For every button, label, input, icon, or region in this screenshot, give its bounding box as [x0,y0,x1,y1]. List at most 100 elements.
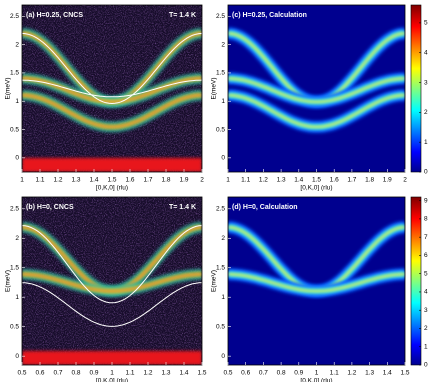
x-axis-label: [0,K,0] (rlu) [300,185,332,192]
x-tick-label: 1.1 [330,370,339,377]
y-tick-label: 0.5 [10,323,19,330]
colorbar-tick-label: 4 [424,289,428,296]
y-tick-label: 0.5 [216,323,225,330]
y-tick-label: 0.5 [10,126,19,133]
colorbar [410,196,422,366]
x-axis-label: [0,K,0] (rlu) [96,378,128,382]
y-tick-label: 0.5 [216,126,225,133]
colorbar-tick-label: 2 [424,109,428,116]
colorbar [410,4,422,173]
x-axis-label: [0,K,0] (rlu) [300,378,332,382]
x-tick-label: 1.3 [161,370,170,377]
x-tick-label: 1.3 [277,177,286,184]
colorbar-tick-label: 1 [424,139,428,146]
panel-title: (b) H=0, CNCS [26,204,74,211]
x-tick-label: 0.5 [223,370,232,377]
y-tick-label: 1 [221,98,225,105]
elastic-line [22,158,202,172]
x-tick-label: 1.4 [179,370,188,377]
colorbar-tick-label: 5 [424,270,428,277]
x-tick-label: 1 [110,370,114,377]
colorbar-tick-label: 2 [424,325,428,332]
x-tick-label: 1.2 [143,370,152,377]
y-axis-label: E(meV) [211,77,218,99]
colorbar-tick-label: 0 [424,169,428,176]
x-tick-label: 1.9 [179,177,188,184]
x-tick-label: 1.4 [89,177,98,184]
x-tick-label: 0.5 [17,370,26,377]
band-core [228,77,405,104]
x-tick-label: 1.2 [53,177,62,184]
colorbar-tick-label: 7 [424,234,428,241]
colorbar-tick-label: 3 [424,307,428,314]
annotation: T= 1.4 K [169,12,196,19]
annotation: T= 1.4 K [169,204,196,211]
colorbar-tick-label: 5 [424,20,428,27]
y-tick-label: 2 [15,41,19,48]
y-tick-label: 1 [221,294,225,301]
x-tick-label: 1.8 [365,177,374,184]
x-tick-label: 1.7 [347,177,356,184]
elastic-line [22,351,202,365]
fit-line [22,282,202,327]
x-tick-label: 1.1 [241,177,250,184]
colorbar-tick-label: 3 [424,79,428,86]
y-tick-label: 1 [15,98,19,105]
y-tick-label: 1.5 [216,264,225,271]
band-core [228,93,405,129]
x-tick-label: 1.2 [347,370,356,377]
y-axis-label: E(meV) [5,270,12,292]
x-axis-label: [0,K,0] (rlu) [96,185,128,192]
band-peak [22,94,202,128]
y-tick-label: 2.5 [216,13,225,20]
x-tick-label: 0.7 [53,370,62,377]
y-tick-label: 0 [15,155,19,162]
y-tick-label: 2.5 [10,206,19,213]
x-tick-label: 1.6 [330,177,339,184]
y-tick-label: 2 [221,235,225,242]
x-tick-label: 1 [20,177,24,184]
x-tick-label: 1.5 [312,177,321,184]
colorbar-tick-label: 4 [424,49,428,56]
heatmap [22,197,202,365]
x-tick-label: 1.2 [259,177,268,184]
heatmap [228,5,405,172]
colorbar-tick-label: 1 [424,343,428,350]
y-tick-label: 0 [221,155,225,162]
y-tick-label: 2 [15,235,19,242]
y-tick-label: 0 [15,353,19,360]
colorbar-tick-label: 8 [424,216,428,223]
x-tick-label: 1.4 [294,177,303,184]
y-tick-label: 0 [221,353,225,360]
x-tick-label: 0.8 [277,370,286,377]
x-tick-label: 0.6 [241,370,250,377]
x-tick-label: 2 [200,177,204,184]
y-tick-label: 2.5 [10,13,19,20]
fit-line [22,32,202,105]
colorbar-tick-label: 6 [424,252,428,259]
x-tick-label: 1.5 [107,177,116,184]
heatmap [228,197,405,365]
x-tick-label: 1.8 [161,177,170,184]
x-tick-label: 1.1 [35,177,44,184]
x-tick-label: 1.5 [197,370,206,377]
band-core [228,273,405,293]
y-tick-label: 1.5 [216,70,225,77]
x-tick-label: 1.3 [71,177,80,184]
panel-title: (a) H=0.25, CNCS [26,12,83,19]
panel-title: (d) H=0, Calculation [232,204,298,211]
y-tick-label: 2 [221,41,225,48]
x-tick-label: 0.8 [71,370,80,377]
x-tick-label: 0.9 [294,370,303,377]
x-tick-label: 1 [226,177,230,184]
panel-title: (c) H=0.25, Calculation [232,12,307,19]
y-tick-label: 1.5 [10,264,19,271]
x-tick-label: 1.9 [383,177,392,184]
x-tick-label: 0.6 [35,370,44,377]
x-tick-label: 0.7 [259,370,268,377]
x-tick-label: 1.6 [125,177,134,184]
x-tick-label: 1.7 [143,177,152,184]
x-tick-label: 1.3 [365,370,374,377]
y-axis-label: E(meV) [211,270,218,292]
